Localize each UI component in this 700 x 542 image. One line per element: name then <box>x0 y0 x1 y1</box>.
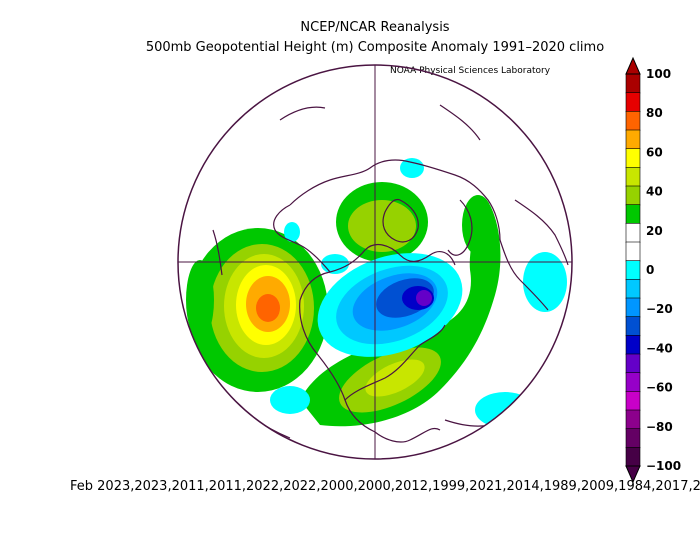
colorbar-segment <box>625 111 641 131</box>
colorbar-segment <box>625 391 641 411</box>
colorbar-segment <box>625 316 641 337</box>
colorbar-segment <box>625 223 641 243</box>
colorbar-tick-label: 80 <box>646 106 663 120</box>
siberia-negative-patch <box>284 222 300 242</box>
colorbar-tick-label: −80 <box>646 420 673 434</box>
globe-outline <box>177 64 573 460</box>
colorbar-segment <box>625 335 641 355</box>
colorbar-segment <box>625 353 641 374</box>
colorbar-tick-label: 20 <box>646 224 663 238</box>
colorbar-segment <box>625 447 641 467</box>
greenland-negative-patch <box>400 158 424 178</box>
colorbar-segment <box>625 92 641 113</box>
europe-negative-patch <box>523 252 567 312</box>
west-pacific-positive-patch <box>186 260 214 340</box>
colorbar-tick-label: 60 <box>646 145 663 159</box>
colorbar-tick-label: −100 <box>646 459 681 473</box>
colorbar-segment <box>625 409 641 430</box>
colorbar-segment <box>625 260 641 281</box>
canada-anomaly-60 <box>416 290 432 306</box>
coastlines <box>212 104 569 443</box>
atlantic-anomaly-50 <box>365 359 425 397</box>
colorbar-segments <box>625 56 641 484</box>
colorbar-tick-label: 100 <box>646 67 671 81</box>
anomaly-field <box>186 104 569 443</box>
colorbar-segment <box>625 279 641 299</box>
colorbar-segment <box>625 372 641 393</box>
map-title: NCEP/NCAR Reanalysis <box>300 20 450 35</box>
colorbar-segment <box>625 129 641 150</box>
colorbar-tick-label: 40 <box>646 185 663 199</box>
arctic-anomaly-40 <box>348 200 416 252</box>
colorbar-segment <box>625 204 641 225</box>
colorbar-segment <box>625 185 641 206</box>
colorbar-tick-label: −40 <box>646 341 673 355</box>
colorbar-segment <box>625 73 641 94</box>
pacific-anomaly-80 <box>256 294 280 322</box>
footer-dates: Feb 2023,2023,2011,2011,2022,2022,2000,2… <box>70 479 700 494</box>
colorbar-tick-label: 0 <box>646 263 654 277</box>
map-subtitle: 500mb Geopotential Height (m) Composite … <box>145 40 605 55</box>
colorbar-segment <box>625 297 641 318</box>
colorbar-segment <box>625 241 641 262</box>
atlantic-anomaly-20 <box>300 205 501 427</box>
colorbar-ticks: 100 80 60 40 20 0 −20 −40 −60 −80 −100 <box>646 67 681 473</box>
credit-label: NOAA Physical Sciences Laboratory <box>390 66 551 76</box>
colorbar-tick-label: −60 <box>646 381 673 395</box>
colorbar-tick-label: −20 <box>646 302 673 316</box>
colorbar-segment <box>625 148 641 169</box>
pacific-negative-patch <box>270 386 310 414</box>
colorbar-segment <box>625 167 641 187</box>
colorbar-min-arrow <box>625 465 641 484</box>
colorbar-max-arrow <box>625 56 641 75</box>
colorbar-segment <box>625 428 641 449</box>
